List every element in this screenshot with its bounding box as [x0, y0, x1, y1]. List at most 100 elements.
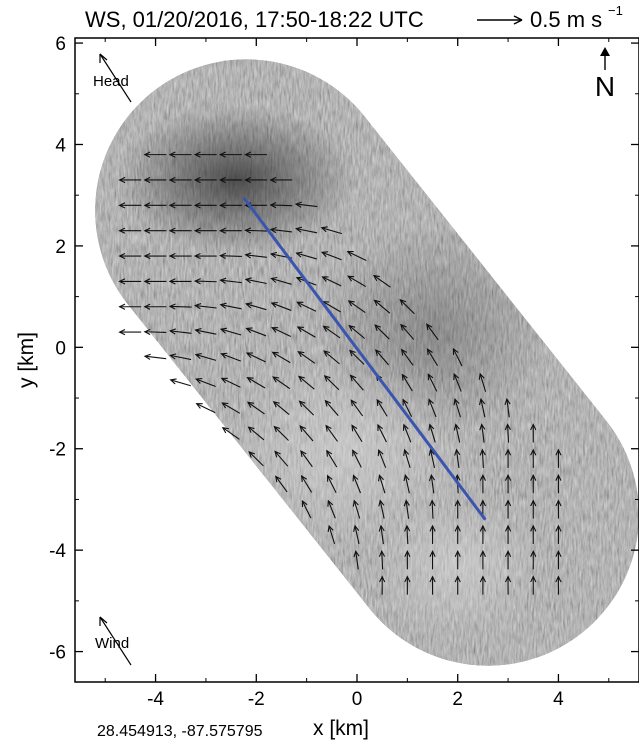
wind-vector	[219, 327, 242, 336]
x-tick-label: 2	[452, 689, 463, 710]
x-tick-label: -4	[147, 689, 164, 710]
wind-vector	[352, 449, 362, 468]
wind-vector	[296, 326, 316, 338]
wind-vector	[168, 227, 192, 234]
wind-vector	[400, 348, 414, 366]
wind-vector	[118, 227, 142, 234]
wind-vector	[530, 524, 537, 544]
wind-vector	[194, 353, 217, 361]
wind-vector	[193, 278, 217, 285]
wind-vector	[453, 398, 461, 418]
north-arrow: N	[595, 47, 615, 102]
wind-vector	[327, 499, 336, 519]
wind-vector	[453, 372, 462, 392]
wind-vector	[327, 474, 337, 494]
wind-vector	[452, 347, 463, 367]
wind-vector	[530, 550, 537, 570]
wind-vector	[219, 252, 242, 259]
scale-label: 0.5 m s	[530, 7, 602, 32]
wind-vector	[193, 227, 217, 234]
wind-vector	[195, 378, 216, 388]
wind-vector	[247, 426, 265, 441]
x-tick-label: -2	[248, 689, 265, 710]
wind-vector	[346, 251, 367, 261]
wind-vector	[429, 499, 436, 519]
wind-vector	[454, 524, 461, 544]
north-arrowhead	[600, 47, 610, 56]
wind-vector	[320, 251, 342, 261]
coordinates-label: 28.454913, -87.575795	[97, 723, 263, 740]
wind-vector	[168, 303, 192, 310]
vector-field	[118, 151, 562, 595]
axes: -4 -2 0 2 4 -6 -4 -2 0 2 4 6	[49, 34, 639, 710]
head-label: Head	[93, 73, 129, 90]
wind-vector	[403, 448, 411, 468]
wind-vector	[270, 301, 292, 311]
wind-vector	[143, 227, 167, 234]
y-axis-label: y [km]	[15, 332, 38, 388]
wind-vector	[352, 499, 361, 519]
wind-vector	[351, 424, 363, 443]
wind-vector	[377, 448, 387, 468]
y-tick-label: -2	[49, 440, 66, 461]
wind-vector	[219, 277, 242, 284]
wind-vector	[272, 376, 291, 390]
wind-vector	[297, 350, 316, 364]
x-tick-label: 0	[352, 689, 363, 710]
wind-vector	[143, 151, 167, 158]
wind-vector	[324, 399, 339, 416]
wind-vector	[378, 499, 385, 519]
wind-vector	[169, 353, 192, 361]
wind-vector	[300, 474, 313, 493]
wind-vector	[323, 374, 340, 391]
wind-vector	[454, 550, 461, 570]
wind-vector	[479, 575, 486, 595]
wind-vector	[168, 278, 192, 285]
wind-vector	[479, 423, 486, 443]
wind-vector	[246, 401, 265, 415]
wind-vector	[219, 202, 242, 209]
wind-vector	[297, 375, 315, 390]
north-label: N	[595, 71, 615, 102]
wind-vector	[479, 448, 486, 468]
wind-vector	[402, 423, 412, 443]
wind-vector	[143, 176, 167, 184]
wind-vector	[275, 475, 288, 493]
wind-vector	[453, 423, 461, 443]
y-tick-label: -4	[49, 541, 66, 562]
wind-vector	[378, 524, 385, 545]
wind-vector	[118, 329, 142, 336]
wind-vector	[143, 328, 167, 336]
wind-vector	[244, 277, 267, 285]
wind-vector	[323, 350, 340, 365]
wind-vector	[377, 423, 387, 443]
wind-vector	[118, 252, 142, 260]
wind-vector	[347, 300, 366, 314]
wind-vector	[327, 524, 336, 545]
wind-arrow	[99, 616, 132, 666]
wind-vector	[428, 398, 437, 418]
wind-vector	[427, 373, 438, 392]
wind-vector	[168, 202, 192, 209]
wind-vector	[479, 524, 486, 544]
wind-vector	[426, 348, 439, 366]
wind-vector	[348, 324, 366, 339]
wind-vector	[143, 252, 167, 260]
wind-vector	[248, 451, 264, 467]
wind-vector	[353, 524, 360, 545]
wind-vector	[219, 227, 242, 234]
wind-vector	[320, 226, 343, 235]
wind-vector	[169, 378, 191, 387]
scale-reference: 0.5 m s −1	[477, 3, 623, 32]
wind-vector	[193, 252, 217, 260]
wind-vector	[271, 351, 291, 364]
wind-vector	[404, 575, 411, 595]
wind-vector	[347, 275, 367, 288]
x-tick-label: 4	[553, 689, 564, 710]
wind-vector	[245, 352, 266, 363]
wind-vector	[454, 499, 461, 519]
wind-vector	[118, 202, 142, 209]
wind-vector	[221, 427, 240, 440]
wind-vector	[219, 151, 242, 158]
